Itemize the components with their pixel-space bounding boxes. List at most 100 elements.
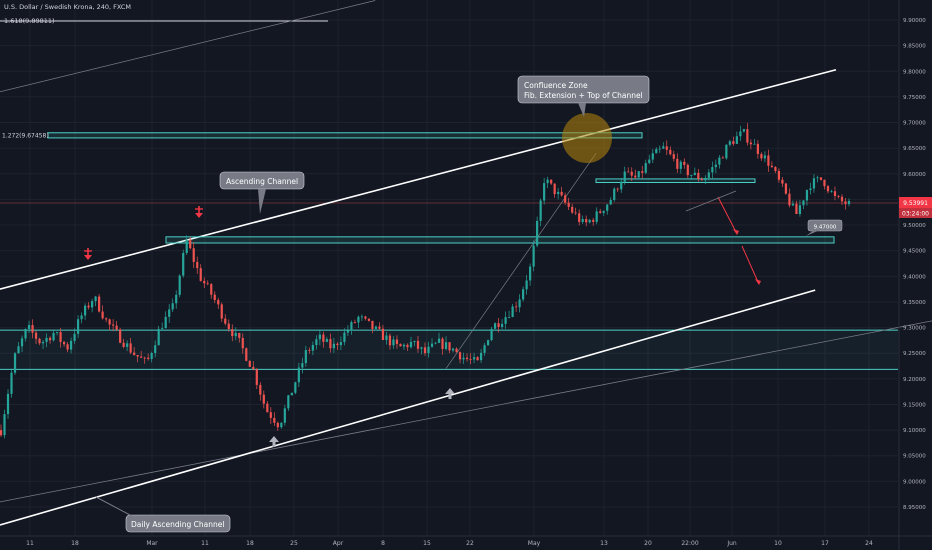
candle-body [185, 239, 188, 253]
candle-body [704, 177, 707, 181]
candle-body [385, 335, 388, 340]
x-axis[interactable]: 11 18 Mar 11 18 25 Apr 8 15 22 May 13 20 22:00 Jun 10 17… [0, 535, 932, 547]
y-tick-label: 8.95000 [903, 505, 926, 511]
candle-body [451, 348, 455, 351]
candle-body [507, 316, 511, 318]
candle-body [718, 157, 721, 165]
candle-body [220, 304, 223, 319]
candle-body [472, 357, 476, 360]
projection-head-2 [755, 279, 761, 285]
candle-body [448, 342, 451, 351]
candle-body [581, 219, 584, 222]
candle-body [504, 317, 507, 324]
candle-body [399, 344, 402, 347]
candle-body [55, 332, 59, 333]
candle-body [711, 167, 714, 173]
candle-body [245, 348, 248, 361]
candle-body [325, 339, 328, 342]
candle-body [290, 392, 293, 396]
candle-body [791, 203, 795, 206]
candle-body [515, 306, 518, 308]
drawn-lines [0, 0, 932, 526]
chart-title: U.S. Dollar / Swedish Krona, 240, FXCM [4, 3, 132, 11]
candle-body [458, 352, 462, 360]
daily-channel-callout[interactable] [125, 514, 231, 533]
candle-body [322, 334, 325, 342]
drawings [84, 113, 761, 447]
candle-body [585, 219, 588, 223]
candle-body [686, 164, 689, 176]
candle-body [48, 337, 52, 341]
candle-body [262, 394, 265, 404]
daily-channel-pointer [95, 496, 133, 517]
resistance-zone [595, 178, 756, 184]
candle-body [301, 363, 304, 368]
candle-body [536, 220, 539, 246]
candle-body [529, 266, 532, 281]
candle-body [311, 345, 314, 351]
candle-body [259, 384, 262, 395]
candle-body [739, 131, 742, 137]
candle-body [500, 323, 504, 328]
candle-body [721, 157, 724, 159]
candle-body [329, 339, 332, 349]
candle-body [133, 352, 136, 356]
target-label-box[interactable] [807, 219, 843, 232]
candle-body [364, 316, 367, 319]
y-tick-label: 9.85000 [903, 44, 926, 50]
candle-body [627, 171, 630, 173]
candle-body [255, 369, 258, 385]
candle-body [189, 239, 192, 249]
candle-body [483, 345, 486, 353]
candle-body [455, 348, 458, 353]
x-tick-label: 11 [201, 540, 209, 547]
candle-body [560, 191, 563, 196]
candle-body [248, 360, 251, 367]
candle-body [266, 403, 269, 413]
candle-body [217, 299, 220, 305]
y-tick-label: 9.50000 [903, 223, 926, 229]
candle-body [108, 319, 111, 325]
sell-arrow-2 [195, 206, 203, 218]
candle-body [388, 335, 392, 346]
candle-body [655, 149, 658, 154]
candle-body [76, 319, 80, 334]
candle-body [672, 154, 675, 159]
candle-body [224, 318, 227, 324]
target-label: 9.47000 [814, 225, 837, 231]
candle-body [669, 149, 672, 155]
y-tick-label: 9.30000 [903, 326, 926, 332]
candle-body [350, 322, 353, 331]
candle-body [98, 296, 101, 312]
candle-body [697, 172, 700, 179]
candle-body [126, 343, 129, 347]
candle-body [616, 188, 619, 190]
candle-body [613, 188, 616, 200]
candle-body [136, 355, 139, 357]
candle-body [795, 203, 798, 215]
candle-body [34, 332, 38, 339]
candle-body [651, 153, 654, 160]
daily-channel-upper [0, 0, 376, 93]
candle-body [844, 201, 847, 205]
grid [0, 0, 898, 536]
candle-body [522, 289, 525, 300]
candle-body [161, 328, 164, 329]
candle-body [276, 422, 279, 428]
x-tick-label: 13 [600, 540, 608, 547]
candle-body [147, 357, 150, 359]
candle-body [38, 338, 41, 344]
x-tick-label: 25 [290, 540, 298, 547]
projection-line-1 [717, 196, 737, 233]
y-tick-label: 9.60000 [903, 172, 926, 178]
x-tick-label: Apr [333, 540, 344, 547]
y-tick-label: 9.80000 [903, 69, 926, 75]
candle-body [830, 191, 833, 193]
y-tick-label: 9.70000 [903, 121, 926, 127]
candle-body [760, 154, 763, 159]
candle-body [315, 339, 318, 346]
current-price: 9.53991 [903, 200, 928, 207]
candle-body [80, 315, 83, 320]
